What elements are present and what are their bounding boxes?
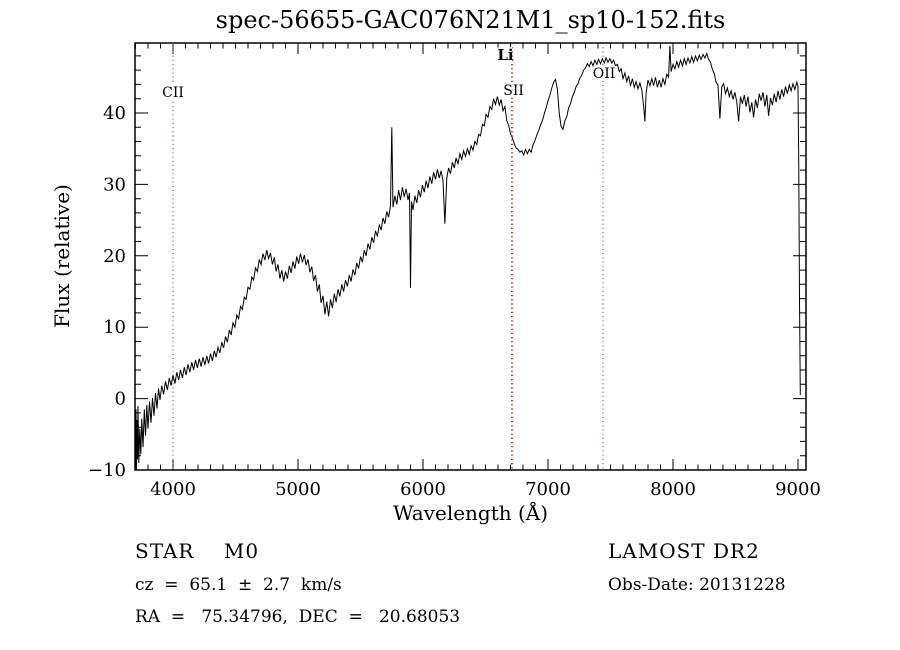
x-tick-label: 9000 xyxy=(775,479,821,500)
x-tick-label: 4000 xyxy=(150,479,196,500)
x-tick-label: 8000 xyxy=(650,479,696,500)
object-class-label: STAR M0 xyxy=(135,539,260,563)
tick-marks xyxy=(135,43,806,471)
plot-title: spec-56655-GAC076N21M1_sp10-152.fits xyxy=(215,6,726,34)
y-axis-label: Flux (relative) xyxy=(50,184,74,328)
y-tick-label: 30 xyxy=(103,174,126,195)
x-axis-label: Wavelength (Å) xyxy=(392,501,549,525)
x-tick-label: 5000 xyxy=(275,479,321,500)
ra-dec-label: RA = 75.34796, DEC = 20.68053 xyxy=(135,607,461,627)
spectral-line-label-oii: OII xyxy=(593,66,616,82)
survey-label: LAMOST DR2 xyxy=(608,539,760,563)
axis-box xyxy=(134,42,807,471)
x-tick-label: 6000 xyxy=(400,479,446,500)
radial-velocity-label: cz = 65.1 ± 2.7 km/s xyxy=(135,575,342,595)
y-tick-label: 40 xyxy=(103,103,126,124)
spectrum-trace xyxy=(134,45,801,471)
spectral-line-label-cii: CII xyxy=(162,85,184,101)
y-tick-label: 0 xyxy=(115,389,126,410)
y-tick-label: −10 xyxy=(88,460,126,481)
y-tick-label: 20 xyxy=(103,246,126,267)
y-tick-label: 10 xyxy=(103,317,126,338)
x-tick-label: 7000 xyxy=(525,479,571,500)
obs-date-label: Obs-Date: 20131228 xyxy=(608,575,786,595)
spectral-line-label-li: Li xyxy=(497,46,514,64)
spectral-line-label-sii: SII xyxy=(503,83,524,99)
